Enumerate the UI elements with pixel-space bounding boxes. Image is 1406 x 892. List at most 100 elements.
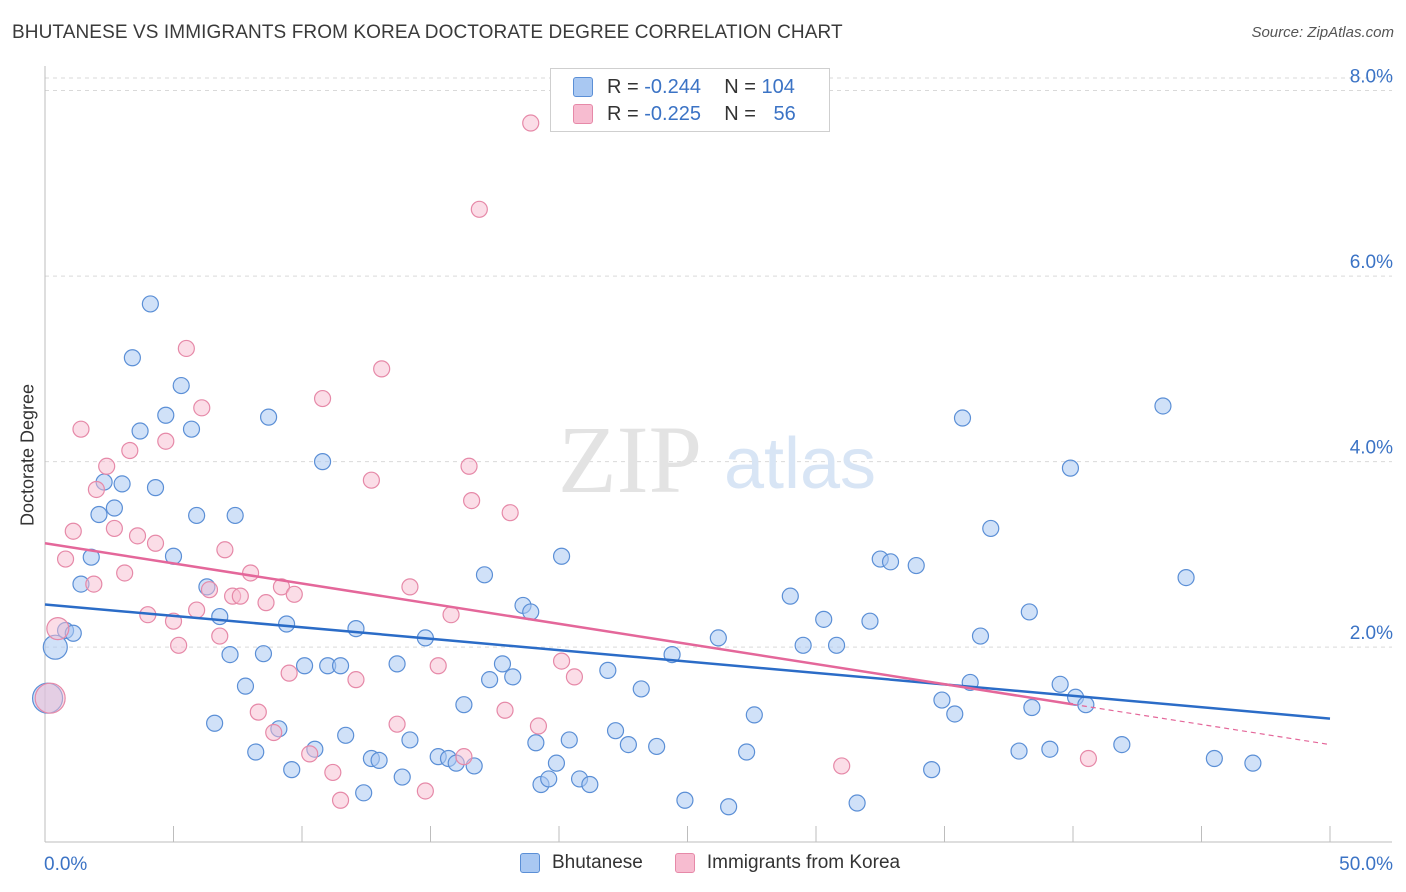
point-korea <box>105 519 123 538</box>
series-korea <box>34 114 1098 809</box>
point-korea <box>373 360 391 378</box>
point-bhutanese <box>527 734 545 752</box>
point-bhutanese <box>105 499 123 517</box>
point-bhutanese <box>827 636 846 654</box>
point-bhutanese <box>781 587 799 605</box>
point-bhutanese <box>1041 740 1059 758</box>
point-bhutanese <box>331 657 350 675</box>
watermark-zip: ZIP <box>558 406 702 513</box>
point-bhutanese <box>1051 675 1069 693</box>
point-bhutanese <box>211 607 229 626</box>
y-axis-label: Doctorate Degree <box>17 383 38 527</box>
point-korea <box>211 627 229 645</box>
trend-line-bhutanese <box>44 603 1331 720</box>
point-bhutanese <box>881 553 900 571</box>
point-korea <box>72 420 90 438</box>
point-bhutanese <box>720 798 738 816</box>
point-bhutanese <box>1023 698 1041 717</box>
point-korea <box>347 671 365 689</box>
x-tick-label: 0.0% <box>44 854 87 875</box>
point-bhutanese <box>676 791 694 809</box>
point-korea <box>442 606 460 624</box>
point-bhutanese <box>172 376 190 395</box>
point-bhutanese <box>982 519 1000 538</box>
point-korea <box>313 389 332 408</box>
point-bhutanese <box>493 655 512 673</box>
point-korea <box>177 339 195 358</box>
point-bhutanese <box>599 661 617 679</box>
legend-label-bhutanese: Bhutanese <box>552 852 643 873</box>
point-bhutanese <box>1244 754 1262 772</box>
point-bhutanese <box>313 453 332 471</box>
point-bhutanese <box>547 754 566 772</box>
point-bhutanese <box>709 629 727 647</box>
point-bhutanese <box>475 566 494 584</box>
point-bhutanese <box>1205 749 1223 768</box>
point-bhutanese <box>113 475 131 493</box>
point-bhutanese <box>1154 397 1172 415</box>
legend-n-label: N = <box>724 102 756 125</box>
point-bhutanese <box>953 409 972 427</box>
point-korea <box>64 522 82 540</box>
point-korea <box>455 748 473 766</box>
legend-n-label: N = <box>724 75 756 98</box>
point-bhutanese <box>1010 742 1028 760</box>
point-bhutanese <box>552 547 571 565</box>
point-bhutanese <box>182 420 201 438</box>
trend-lines <box>44 542 1331 746</box>
point-korea <box>121 441 139 460</box>
point-bhutanese <box>393 768 411 786</box>
point-korea <box>833 757 851 775</box>
point-bhutanese <box>259 408 278 426</box>
point-bhutanese <box>236 677 255 695</box>
point-korea <box>388 715 406 733</box>
legend-r-value: -0.244 <box>644 75 701 98</box>
point-bhutanese <box>146 479 165 497</box>
point-korea <box>98 457 116 475</box>
legend-r-label: R = <box>607 102 639 125</box>
point-korea <box>529 717 548 735</box>
point-korea <box>1079 749 1098 768</box>
point-korea <box>429 657 447 675</box>
point-bhutanese <box>971 627 990 645</box>
point-korea <box>331 791 350 809</box>
watermark-atlas: atlas <box>724 424 876 504</box>
point-bhutanese <box>221 646 239 664</box>
y-tick-label: 8.0% <box>1350 67 1393 88</box>
point-korea <box>200 581 219 599</box>
grid-lines <box>45 77 1392 648</box>
point-bhutanese <box>206 714 224 732</box>
legend-n-value: 104 <box>761 75 795 98</box>
point-bhutanese <box>907 556 925 575</box>
point-bhutanese <box>861 612 879 630</box>
tick-labels: 2.0% 4.0% 6.0% 8.0% 0.0% 50.0% <box>44 67 1393 875</box>
point-bhutanese <box>388 655 406 673</box>
point-korea <box>157 432 175 450</box>
point-bhutanese <box>581 775 599 794</box>
point-korea <box>216 541 234 559</box>
point-bhutanese <box>504 668 522 686</box>
point-bhutanese <box>157 406 175 424</box>
legend-swatch-blue <box>520 853 540 873</box>
legend-swatch-pink <box>573 104 593 124</box>
point-bhutanese <box>1061 459 1080 477</box>
watermark: ZIP atlas <box>558 406 876 513</box>
point-bhutanese <box>141 295 159 313</box>
legend-row-korea: R = -0.225 N = 56 <box>573 101 796 127</box>
point-korea <box>128 527 147 545</box>
legend-item-bhutanese: Bhutanese <box>520 852 643 874</box>
y-tick-label: 4.0% <box>1350 438 1393 459</box>
y-tick-label: 6.0% <box>1350 252 1393 273</box>
point-bhutanese <box>648 737 666 756</box>
point-korea <box>324 763 342 782</box>
point-bhutanese <box>848 794 866 812</box>
point-bhutanese <box>1020 603 1038 621</box>
point-korea <box>34 682 66 714</box>
point-korea <box>401 578 419 596</box>
point-korea <box>280 664 298 682</box>
point-bhutanese <box>540 770 558 788</box>
point-bhutanese <box>283 761 301 779</box>
point-bhutanese <box>923 761 941 779</box>
point-korea <box>463 492 481 510</box>
